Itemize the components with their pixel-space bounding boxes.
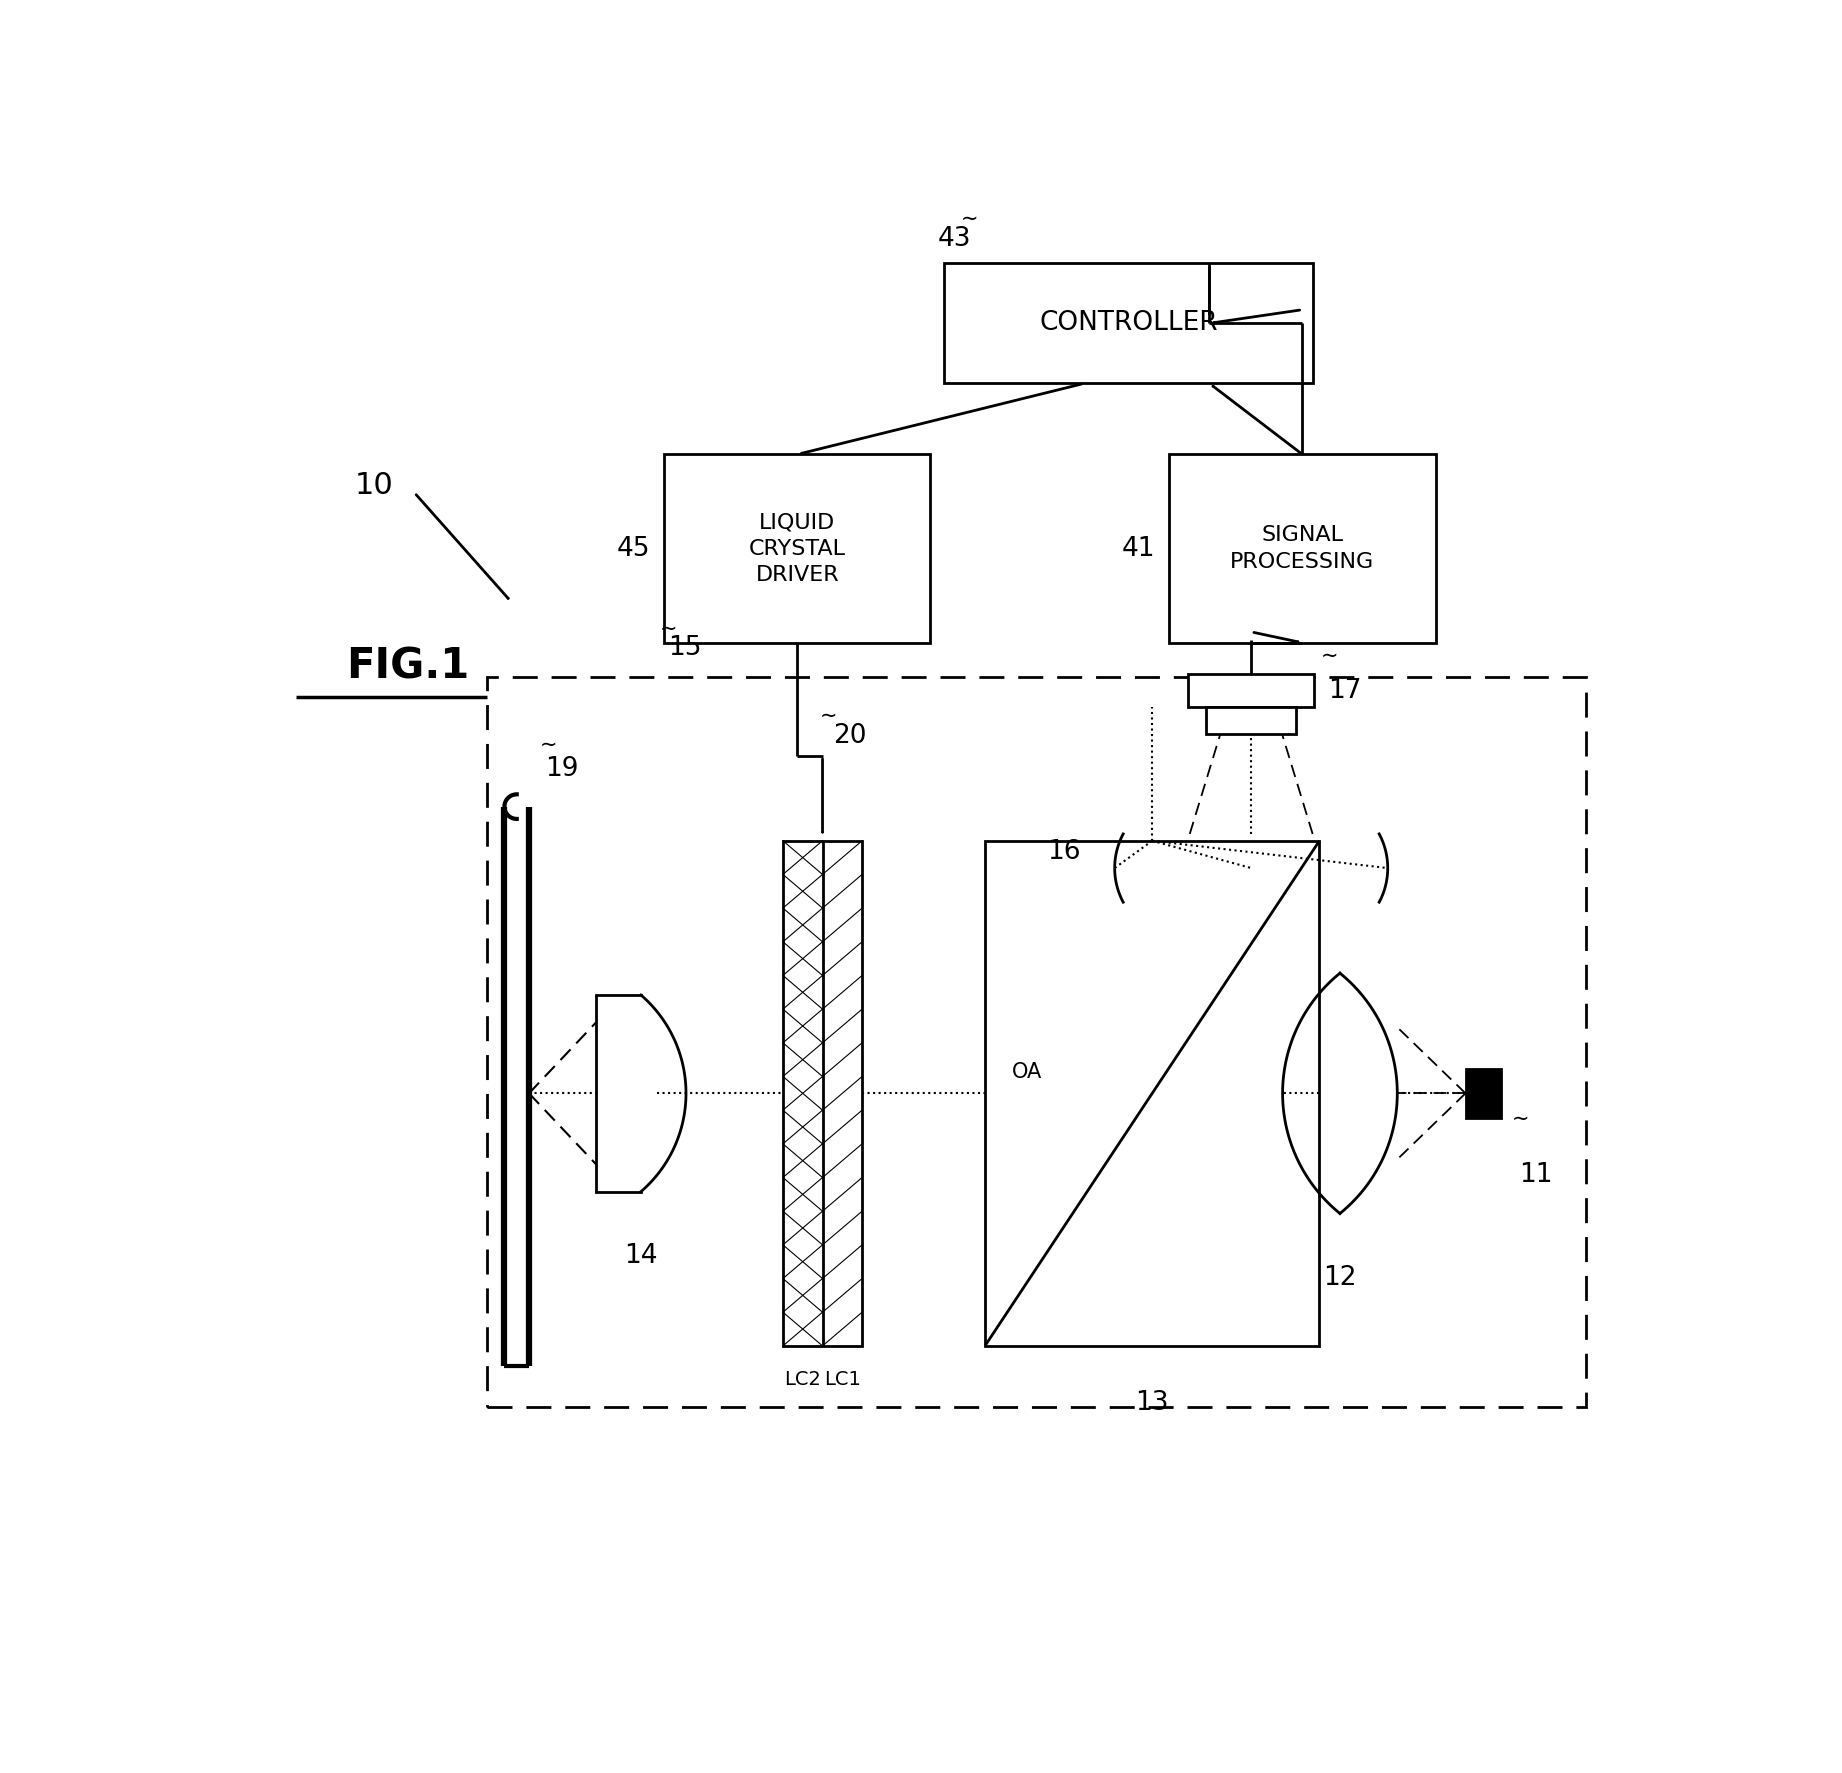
Text: SIGNAL
PROCESSING: SIGNAL PROCESSING <box>1230 525 1374 573</box>
Text: ∼: ∼ <box>659 619 678 638</box>
Text: CONTROLLER: CONTROLLER <box>1039 310 1218 337</box>
Bar <box>1170 454 1435 644</box>
Bar <box>985 840 1319 1346</box>
Text: LIQUID
CRYSTAL
DRIVER: LIQUID CRYSTAL DRIVER <box>748 512 845 585</box>
Text: ∼: ∼ <box>960 209 978 229</box>
Text: ∼: ∼ <box>1512 1108 1529 1129</box>
Text: 16: 16 <box>1046 839 1081 865</box>
Text: ∼: ∼ <box>540 734 558 755</box>
Text: 10: 10 <box>354 472 392 500</box>
Text: LC2: LC2 <box>785 1371 822 1390</box>
Bar <box>943 262 1313 383</box>
Bar <box>1207 707 1297 734</box>
Text: FIG.1: FIG.1 <box>346 645 470 688</box>
Text: 43: 43 <box>938 227 971 252</box>
Text: 20: 20 <box>833 723 868 750</box>
Text: 14: 14 <box>624 1243 658 1269</box>
Text: 45: 45 <box>617 535 650 562</box>
Bar <box>1188 674 1313 707</box>
Text: 19: 19 <box>545 755 578 782</box>
Text: 41: 41 <box>1122 535 1155 562</box>
Text: 11: 11 <box>1520 1161 1553 1188</box>
Text: 13: 13 <box>1135 1390 1170 1415</box>
Text: 12: 12 <box>1323 1266 1358 1291</box>
Bar <box>486 677 1586 1408</box>
Bar <box>783 840 862 1346</box>
Text: ∼: ∼ <box>820 706 838 727</box>
Text: ∼: ∼ <box>1321 645 1339 667</box>
Bar <box>665 454 930 644</box>
Text: 17: 17 <box>1328 677 1361 704</box>
Text: 15: 15 <box>669 635 702 661</box>
Text: OA: OA <box>1011 1062 1043 1082</box>
Text: LC1: LC1 <box>823 1371 860 1390</box>
Bar <box>1466 1069 1501 1119</box>
